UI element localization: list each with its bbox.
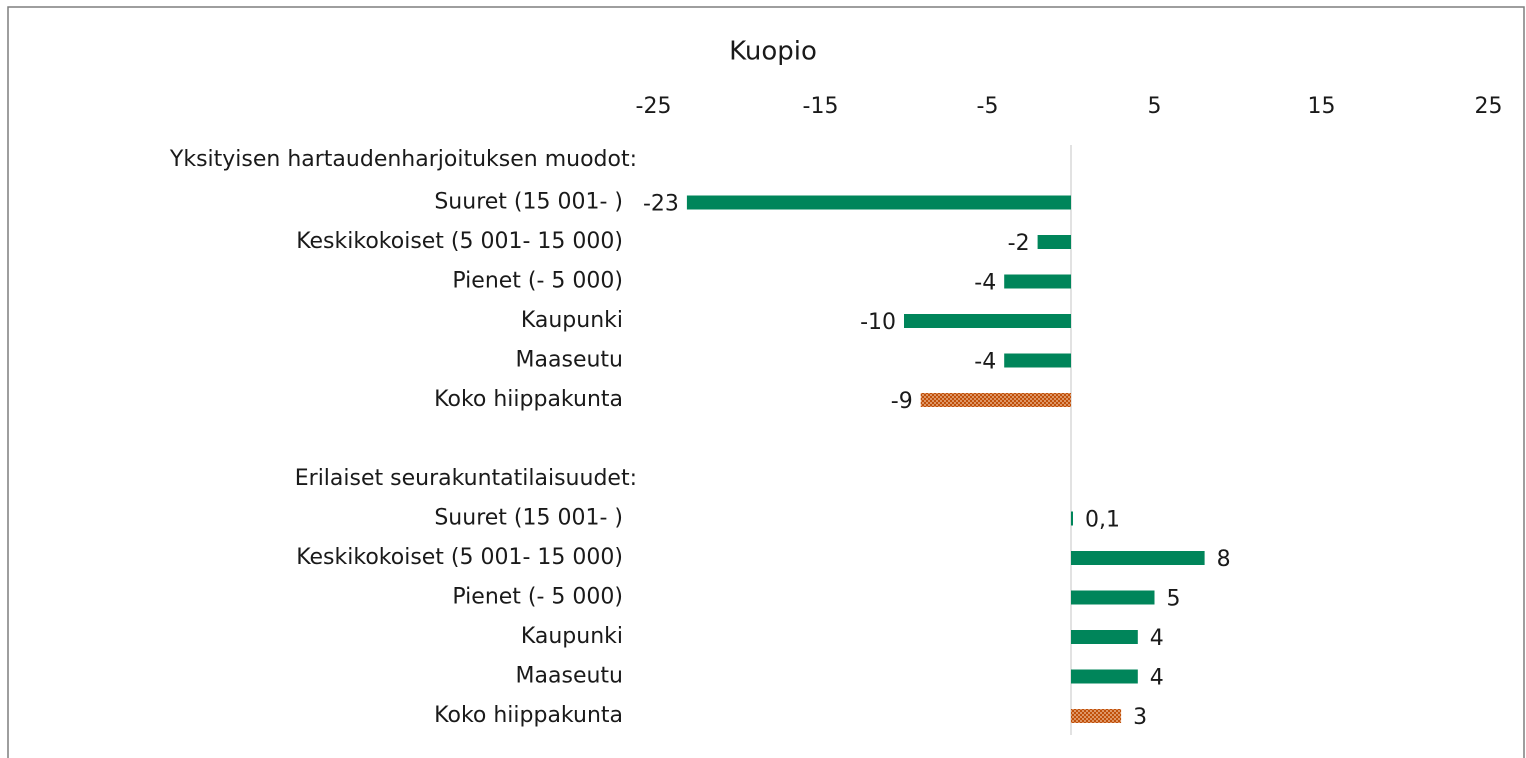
- y-tick-label: Pienet (- 5 000): [452, 269, 623, 294]
- data-label: -4: [974, 271, 996, 296]
- y-tick-label: Keskikokoiset (5 001- 15 000): [296, 545, 623, 570]
- bar: [1071, 551, 1205, 565]
- data-label: 5: [1167, 587, 1181, 612]
- data-label: -4: [974, 350, 996, 375]
- y-tick-label: Keskikokoiset (5 001- 15 000): [296, 229, 623, 254]
- bar: [1037, 235, 1071, 249]
- bar: [1004, 353, 1071, 368]
- x-tick-label: 25: [1475, 94, 1503, 119]
- y-tick-label: Kaupunki: [521, 624, 623, 649]
- bar: [1004, 274, 1071, 289]
- data-label: 4: [1150, 666, 1164, 691]
- x-tick-label: 5: [1148, 94, 1162, 119]
- x-tick-label: -5: [977, 94, 999, 119]
- y-tick-label: Koko hiippakunta: [434, 387, 623, 412]
- data-label: 3: [1133, 705, 1147, 730]
- data-label: -23: [643, 192, 679, 217]
- data-label: -9: [891, 389, 913, 414]
- data-label: -2: [1008, 231, 1030, 256]
- data-label: 8: [1217, 547, 1231, 572]
- y-tick-label: Suuret (15 001- ): [434, 190, 623, 215]
- bar: [1071, 630, 1138, 644]
- data-label: 0,1: [1085, 508, 1120, 533]
- bar: [1071, 511, 1073, 526]
- data-label: 4: [1150, 626, 1164, 651]
- bar: [1071, 709, 1122, 723]
- chart-frame: [7, 6, 1525, 758]
- y-tick-label: Suuret (15 001- ): [434, 506, 623, 531]
- y-tick-label: Maaseutu: [516, 348, 623, 373]
- x-tick-label: -15: [803, 94, 839, 119]
- group-label: Yksityisen hartaudenharjoituksen muodot:: [169, 147, 637, 172]
- group-label: Erilaiset seurakuntatilaisuudet:: [295, 466, 637, 491]
- bar: [920, 393, 1071, 407]
- y-tick-label: Koko hiippakunta: [434, 703, 623, 728]
- bar: [904, 314, 1071, 328]
- bar: [1071, 669, 1138, 684]
- x-tick-label: 15: [1308, 94, 1336, 119]
- x-tick-label: -25: [636, 94, 672, 119]
- bar: [1071, 590, 1155, 605]
- data-label: -10: [860, 310, 896, 335]
- y-tick-label: Kaupunki: [521, 308, 623, 333]
- bar: [686, 195, 1071, 210]
- y-tick-label: Pienet (- 5 000): [452, 585, 623, 610]
- y-tick-label: Maaseutu: [516, 664, 623, 689]
- chart-title: Kuopio: [729, 37, 817, 67]
